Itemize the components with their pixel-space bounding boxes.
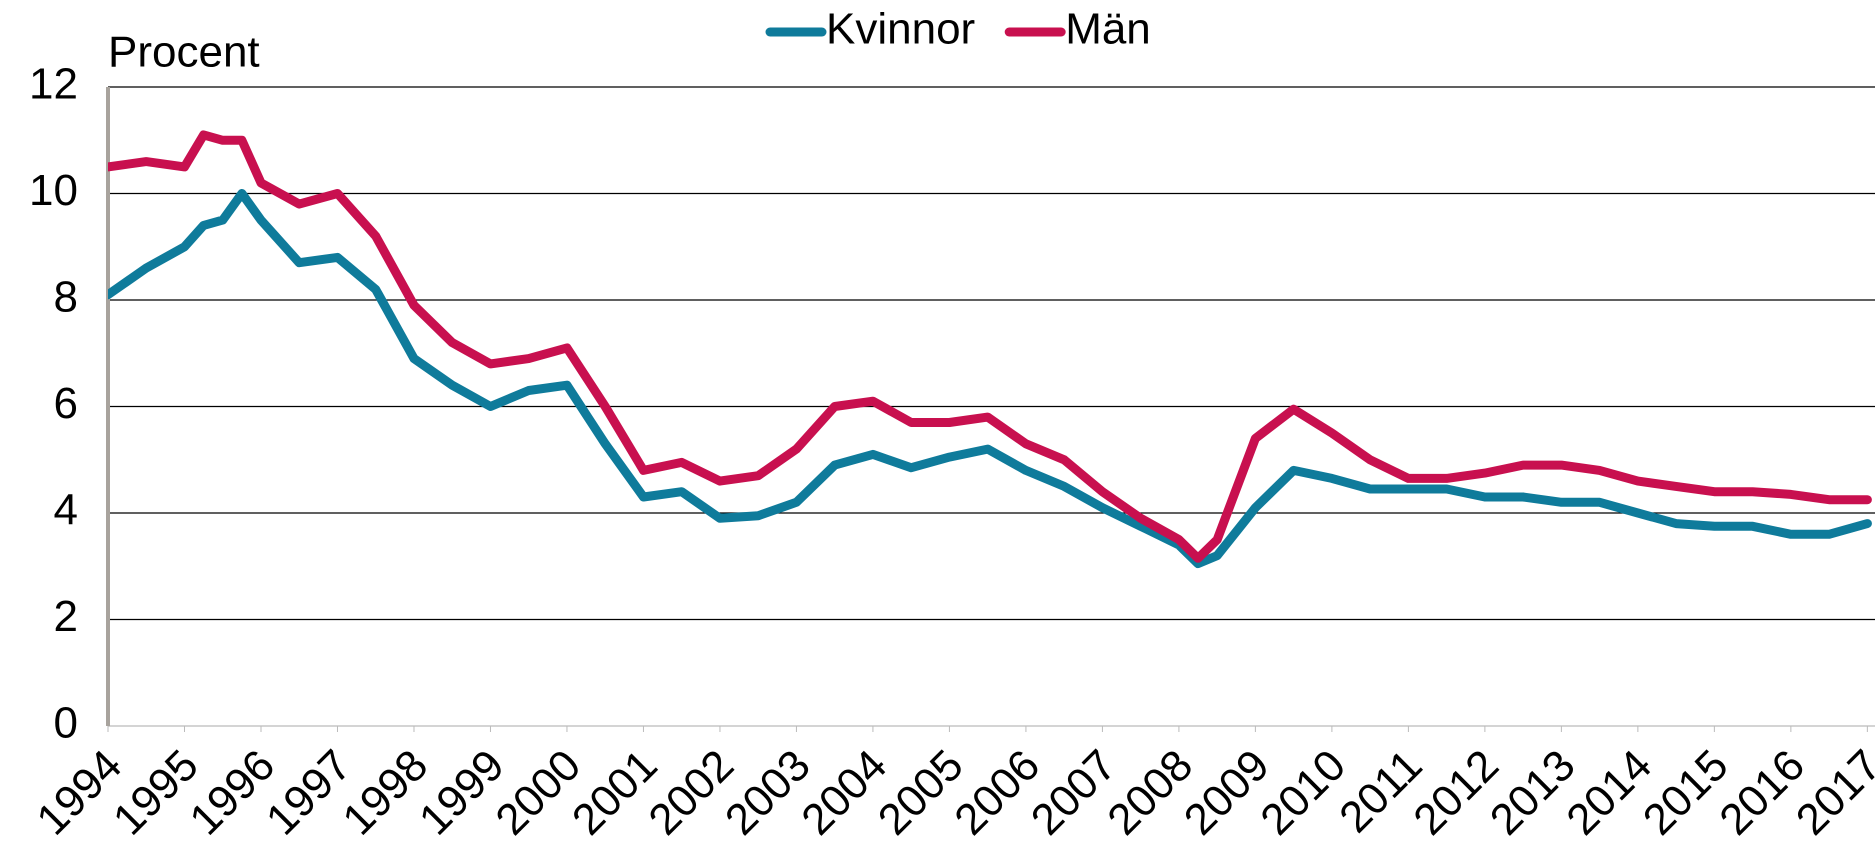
line-series	[108, 189, 1872, 569]
x-tick-label: 2006	[945, 741, 1049, 845]
x-tick-label: 2012	[1404, 741, 1508, 845]
y-tick-label: 4	[54, 486, 78, 535]
x-tick-label: 2015	[1634, 741, 1738, 845]
x-tick-label: 2011	[1330, 741, 1432, 843]
y-tick-label: 12	[29, 60, 78, 109]
x-tick-label: 2001	[563, 741, 667, 845]
x-tick-label: 1994	[27, 741, 131, 845]
x-tick-label: 2009	[1175, 741, 1279, 845]
line-series	[108, 130, 1872, 563]
x-tick-label: 2002	[639, 741, 743, 845]
x-tick-label: 1997	[257, 741, 361, 845]
x-tick-label: 1998	[333, 741, 437, 845]
y-tick-label: 2	[54, 592, 78, 641]
y-tick-label: 10	[29, 166, 78, 215]
y-tick-label: 8	[54, 273, 78, 322]
legend-label: Kvinnor	[826, 5, 975, 54]
legend-label: Män	[1065, 5, 1151, 54]
x-tick-label: 2014	[1557, 741, 1661, 845]
x-tick-label: 2004	[792, 741, 896, 845]
x-tick-label: 2007	[1022, 741, 1126, 845]
x-tick-label: 1996	[180, 741, 284, 845]
x-tick-label: 2016	[1710, 741, 1814, 845]
x-tick-label: 2003	[716, 741, 820, 845]
y-tick-label: 0	[54, 699, 78, 748]
x-tick-label: 2013	[1481, 741, 1585, 845]
y-axis-label: Procent	[108, 28, 260, 77]
x-tick-label: 2010	[1251, 741, 1355, 845]
x-tick-label: 2008	[1098, 741, 1202, 845]
x-tick-label: 2017	[1787, 741, 1875, 845]
x-tick-label: 1995	[104, 741, 208, 845]
x-tick-label: 2005	[869, 741, 973, 845]
y-tick-label: 6	[54, 379, 78, 428]
x-tick-label: 1999	[410, 741, 514, 845]
x-tick-label: 2000	[486, 741, 590, 845]
